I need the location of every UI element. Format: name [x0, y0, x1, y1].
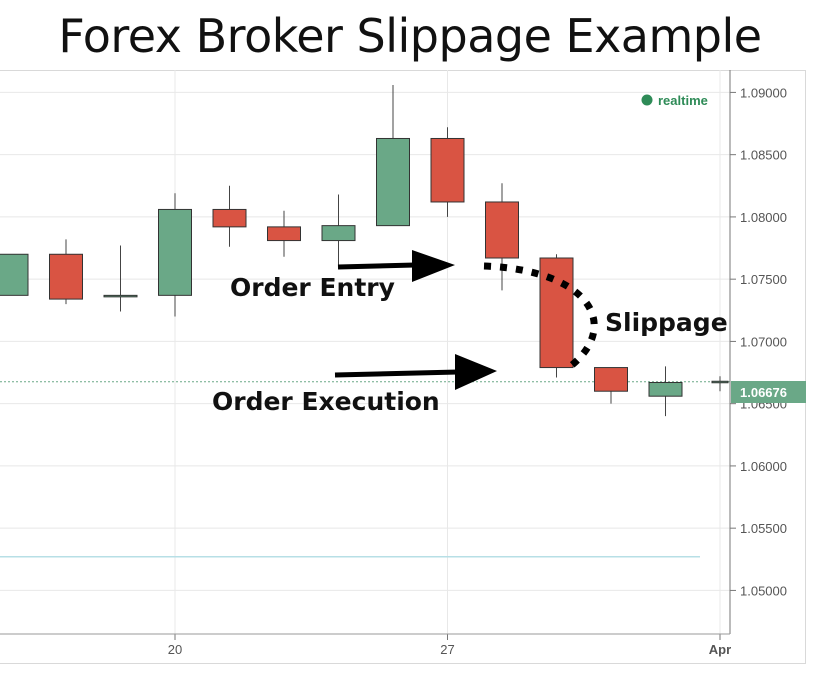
candles	[0, 84, 729, 417]
chart-title: Forex Broker Slippage Example	[58, 9, 762, 63]
order-entry-arrow	[337, 250, 455, 282]
candle	[212, 185, 247, 247]
candle-body-up	[158, 208, 192, 296]
x-tick-label: Apr	[709, 642, 731, 657]
candle-body-down	[594, 367, 628, 392]
y-tick-label: 1.07000	[740, 334, 787, 349]
order-entry-label: Order Entry	[230, 273, 395, 302]
candle-body-up	[376, 137, 410, 227]
annotations: Order Entry Order Execution Slippage	[212, 250, 728, 416]
y-tick-label: 1.08500	[740, 148, 787, 163]
candle-body-down	[485, 201, 519, 259]
candle-body-up	[0, 253, 29, 296]
candle-body-down	[539, 257, 574, 369]
order-execution-arrow	[334, 354, 497, 390]
realtime-indicator: realtime	[641, 93, 708, 108]
current-price-tag: 1.06676	[731, 381, 806, 403]
x-tick-label: 20	[168, 642, 182, 657]
candle	[594, 367, 628, 404]
candle	[267, 210, 301, 257]
candle-body-down	[430, 137, 465, 203]
slippage-dotted-curve	[483, 262, 598, 368]
candle	[485, 183, 519, 291]
y-tick-label: 1.06000	[740, 459, 787, 474]
chart-frame	[0, 70, 806, 664]
y-tick-label: 1.05500	[740, 521, 787, 536]
y-tick-label: 1.05000	[740, 583, 787, 598]
grid	[0, 70, 730, 634]
candle	[49, 239, 83, 305]
realtime-dot-icon	[641, 94, 653, 106]
candle	[103, 245, 138, 312]
candle-body-up	[711, 380, 729, 384]
y-tick-label: 1.07500	[740, 272, 787, 287]
realtime-label: realtime	[658, 93, 708, 108]
x-tick-label: 27	[440, 642, 454, 657]
candle-body-down	[212, 208, 247, 228]
candle	[711, 376, 729, 392]
candle-body-up	[103, 294, 138, 298]
candle	[376, 84, 410, 227]
candle	[321, 194, 356, 267]
slippage-label: Slippage	[605, 308, 728, 337]
candle	[539, 254, 574, 378]
order-execution-label: Order Execution	[212, 387, 440, 416]
current-price-tag-bg	[731, 381, 806, 403]
candle-body-down	[49, 253, 83, 300]
candle	[0, 253, 29, 296]
candle-body-up	[321, 225, 356, 242]
y-tick-label: 1.09000	[740, 85, 787, 100]
candle-body-down	[267, 226, 301, 242]
candle	[430, 127, 465, 217]
candle	[158, 193, 192, 317]
current-price-tag-label: 1.06676	[740, 385, 787, 400]
candle-body-up	[648, 382, 683, 397]
y-tick-label: 1.08000	[740, 210, 787, 225]
candle	[648, 366, 683, 417]
